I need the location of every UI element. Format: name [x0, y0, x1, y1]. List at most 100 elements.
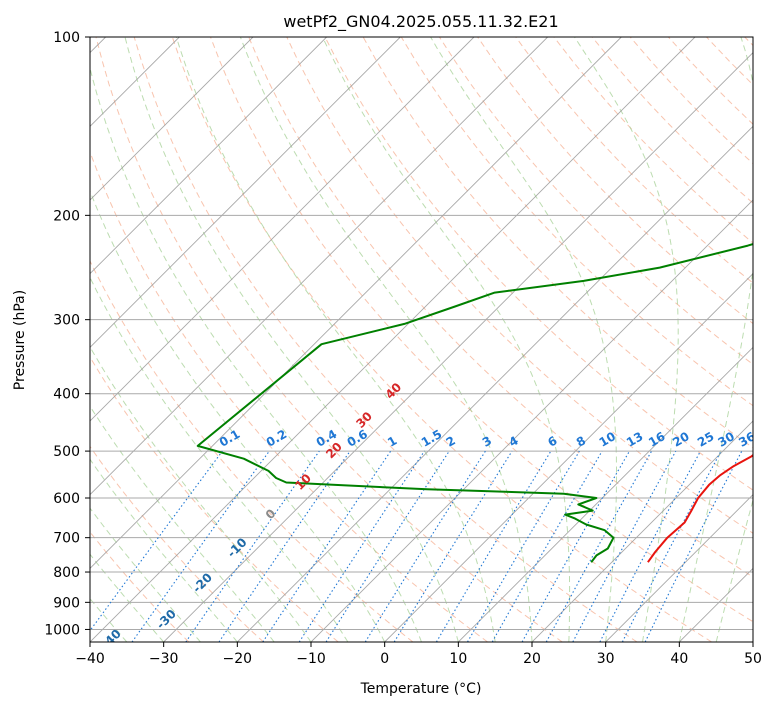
mixing-ratio-label: 25: [695, 429, 716, 449]
x-tick-label: 30: [597, 651, 615, 667]
moist-adiabat: [239, 37, 533, 642]
mixing-ratio-label: 36: [736, 429, 757, 449]
reference-lines: [90, 37, 753, 642]
moist-adiabat: [90, 345, 312, 642]
moist-adiabat: [90, 405, 275, 642]
x-tick-label: 0: [380, 651, 389, 667]
x-axis: −40 −30 −20 −10 0 10 20 30 40 50: [75, 642, 762, 667]
y-tick-label: 100: [53, 30, 80, 46]
moist-adiabat: [124, 37, 459, 642]
dry-adiabat: [95, 37, 563, 642]
mixing-ratio-label: 16: [646, 429, 667, 449]
mixing-ratio-label: 1: [385, 433, 399, 449]
moist-adiabat: [90, 65, 422, 642]
dry-adiabat: [706, 37, 753, 86]
moist-adiabat: [322, 37, 571, 642]
moist-adiabat: [90, 189, 386, 642]
isotherm: [384, 273, 753, 642]
mixing-ratio-label: 2: [444, 433, 458, 449]
mixing-ratio-line: [325, 450, 450, 642]
x-tick-label: 50: [744, 651, 762, 667]
mixing-ratio-label: 0.1: [217, 427, 242, 450]
dry-adiabat: [515, 37, 753, 284]
mixing-ratio-line: [467, 450, 580, 642]
dry-adiabat: [133, 37, 638, 642]
isotherm: [90, 37, 475, 422]
dry-adiabat-label: -40: [99, 627, 124, 652]
mixing-ratio-label: 1.5: [419, 427, 444, 450]
y-tick-label: 700: [53, 531, 80, 547]
dry-adiabat: [90, 356, 339, 642]
y-axis-label: Pressure (hPa): [12, 290, 28, 390]
mixing-ratio-line: [435, 450, 552, 642]
dry-adiabat: [171, 37, 712, 642]
isotherm: [90, 37, 622, 569]
isotherm: [458, 346, 753, 642]
isotherm: [679, 567, 753, 642]
moist-adiabat: [90, 507, 201, 642]
mixing-ratio-label: 10: [597, 429, 618, 449]
mixing-ratio-line: [298, 450, 425, 642]
plot-frame: [89, 36, 754, 643]
y-tick-label: 400: [53, 387, 80, 403]
mixing-ratio-label: 6: [545, 433, 559, 449]
y-tick-label: 800: [53, 565, 80, 581]
isotherm: [90, 37, 401, 348]
mixing-ratio-line: [521, 450, 630, 642]
mixing-ratio-line: [218, 450, 351, 642]
reference-line-labels: 0.10.20.40.611.52346810131620253036-100-…: [99, 380, 757, 652]
chart-title: wetPf2_GN04.2025.055.11.32.E21: [283, 12, 558, 32]
mixing-ratio-line: [364, 450, 486, 642]
x-tick-label: 40: [670, 651, 688, 667]
moist-adiabat: [752, 640, 753, 642]
moist-adiabat: [175, 37, 496, 642]
mixing-ratio-line: [90, 450, 223, 632]
mixing-ratio-label: 20: [670, 429, 691, 449]
dry-adiabat: [90, 259, 414, 642]
dry-adiabat: [210, 37, 753, 623]
x-tick-label: −20: [223, 651, 253, 667]
x-tick-label: −40: [75, 651, 105, 667]
dry-adiabat: [90, 150, 488, 642]
dry-adiabat: [286, 37, 753, 534]
isotherm: [237, 125, 753, 642]
moist-adiabat: [678, 37, 753, 642]
mixing-ratio-label: 4: [507, 433, 521, 449]
dry-adiabat: [591, 37, 753, 204]
sounding-series: [196, 242, 753, 563]
x-tick-label: 20: [523, 651, 541, 667]
y-tick-label: 300: [53, 313, 80, 329]
x-axis-label: Temperature (°C): [360, 681, 482, 697]
mixing-ratio-line: [599, 450, 701, 642]
mixing-ratio-label: 0.6: [345, 427, 370, 450]
isotherm: [90, 37, 696, 642]
dry-adiabat: [553, 37, 753, 244]
mixing-ratio-label: 30: [716, 429, 737, 449]
dry-adiabat: [248, 37, 753, 578]
y-tick-label: 200: [53, 208, 80, 224]
mixing-ratio-line: [545, 450, 653, 642]
x-tick-label: −10: [296, 651, 326, 667]
mixing-ratio-line: [131, 450, 270, 642]
mixing-ratio-line: [262, 450, 392, 642]
isotherm: [752, 641, 753, 642]
mixing-ratio-label: 8: [574, 433, 588, 449]
moist-adiabat: [90, 553, 165, 642]
isotherm: [90, 37, 327, 275]
moist-adiabat: [574, 37, 679, 642]
y-tick-label: 500: [53, 444, 80, 460]
isotherm: [605, 494, 753, 642]
dry-adiabat: [744, 37, 753, 47]
isotherm: [163, 52, 753, 642]
dry-adiabat: [90, 445, 264, 642]
dry-adiabat: [324, 37, 753, 491]
isotherm: [90, 37, 548, 496]
x-tick-label: 10: [449, 651, 467, 667]
mixing-ratio-line: [393, 450, 513, 642]
y-tick-label: 600: [53, 491, 80, 507]
y-axis: 1000 900 800 700 600 500 400 300 200 100: [44, 30, 90, 638]
mixing-ratio-line: [644, 450, 743, 642]
mixing-ratio-label: 13: [624, 429, 645, 449]
moist-adiabat: [90, 458, 238, 642]
